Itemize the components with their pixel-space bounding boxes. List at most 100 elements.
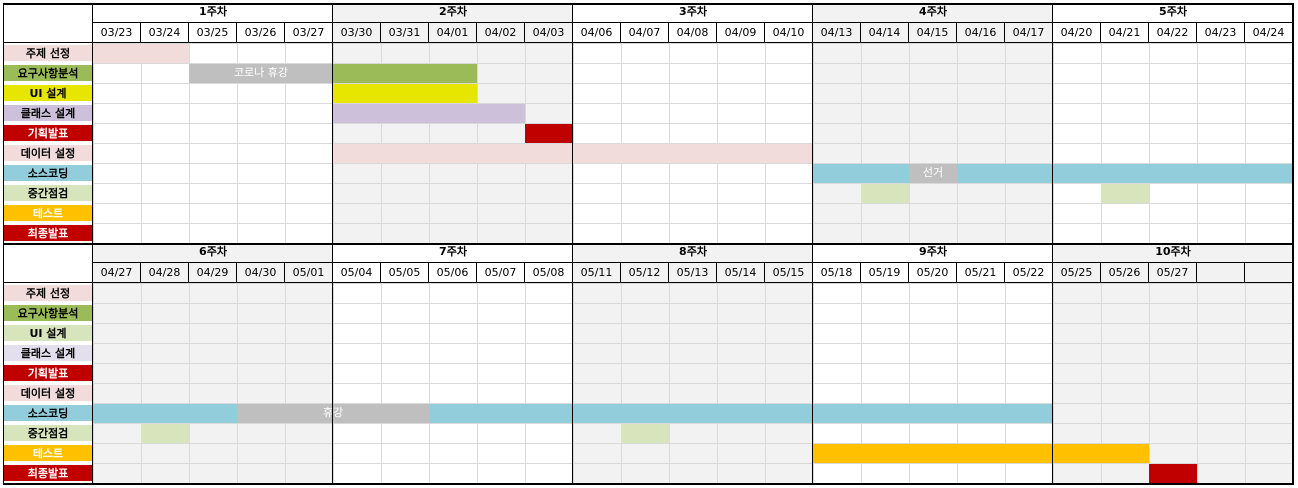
date-header: 03/26 <box>237 23 285 43</box>
date-header: 04/08 <box>669 23 717 43</box>
task-label: 기획발표 <box>3 124 93 142</box>
gantt-bar[interactable] <box>525 124 573 143</box>
date-header: 03/27 <box>285 23 333 43</box>
date-header: 05/07 <box>477 263 525 283</box>
table-border <box>93 262 1293 263</box>
task-label: 중간점검 <box>3 424 93 442</box>
date-header: 04/24 <box>1245 23 1293 43</box>
date-header: 03/24 <box>141 23 189 43</box>
gantt-bar[interactable] <box>957 164 1293 183</box>
date-header: 04/02 <box>477 23 525 43</box>
task-label: 주제 선정 <box>3 44 93 62</box>
gantt-bar[interactable] <box>93 404 237 423</box>
grid-line <box>93 363 1293 364</box>
date-header: 04/22 <box>1149 23 1197 43</box>
gantt-bar[interactable] <box>1101 184 1149 203</box>
date-header: 05/19 <box>861 263 909 283</box>
grid-line <box>93 383 1293 384</box>
gantt-bar[interactable]: 선거 <box>909 164 957 183</box>
task-label: 테스트 <box>3 444 93 462</box>
table-border <box>572 243 573 483</box>
date-header: 04/20 <box>1053 23 1101 43</box>
date-header: 05/18 <box>813 263 861 283</box>
date-header: 04/15 <box>909 23 957 43</box>
gantt-bar[interactable] <box>333 144 813 163</box>
table-border <box>92 243 93 483</box>
gantt-bar[interactable] <box>813 444 1149 463</box>
task-label: 데이터 설정 <box>3 144 93 162</box>
date-header: 05/05 <box>381 263 429 283</box>
gantt-bar[interactable] <box>333 64 477 83</box>
gantt-bar[interactable] <box>141 424 189 443</box>
date-header: 05/20 <box>909 263 957 283</box>
week-header: 3주차 <box>679 5 707 18</box>
grid-line <box>93 403 1293 404</box>
gantt-bar[interactable] <box>333 104 525 123</box>
date-header: 04/03 <box>525 23 573 43</box>
task-label: 데이터 설정 <box>3 384 93 402</box>
table-border <box>1292 243 1294 485</box>
gantt-bar[interactable] <box>861 184 909 203</box>
gantt-bar[interactable] <box>333 84 477 103</box>
table-border <box>572 3 573 243</box>
gantt-bar[interactable] <box>621 424 669 443</box>
gantt-bar[interactable] <box>813 164 909 183</box>
date-header: 05/12 <box>621 263 669 283</box>
grid-line <box>93 143 1293 144</box>
grid-line <box>93 223 1293 224</box>
table-border <box>1292 3 1294 245</box>
date-header: 03/31 <box>381 23 429 43</box>
gantt-bar[interactable]: 휴강 <box>237 404 429 423</box>
grid-line <box>93 203 1293 204</box>
table-border <box>3 483 1293 485</box>
gantt-bar[interactable] <box>429 404 1053 423</box>
date-header: 04/06 <box>573 23 621 43</box>
task-label: 주제 선정 <box>3 284 93 302</box>
date-header: 05/14 <box>717 263 765 283</box>
week-header: 6주차 <box>199 245 227 258</box>
bar-label: 휴강 <box>322 406 344 419</box>
table-border <box>812 3 813 243</box>
grid-line <box>93 343 1293 344</box>
week-header: 9주차 <box>919 245 947 258</box>
date-header: 04/27 <box>93 263 141 283</box>
date-header: 03/30 <box>333 23 381 43</box>
date-header: 04/29 <box>189 263 237 283</box>
date-header: 04/07 <box>621 23 669 43</box>
date-header <box>1197 263 1245 283</box>
table-border <box>3 243 1293 245</box>
task-label: UI 설계 <box>3 324 93 342</box>
date-header: 05/27 <box>1149 263 1197 283</box>
date-header: 04/13 <box>813 23 861 43</box>
task-label: 소스코딩 <box>3 164 93 182</box>
week-header: 7주차 <box>439 245 467 258</box>
table-border <box>332 243 333 483</box>
table-border <box>93 22 1293 23</box>
table-border <box>332 3 333 243</box>
week-header: 1주차 <box>199 5 227 18</box>
task-label: 기획발표 <box>3 364 93 382</box>
task-label: 최종발표 <box>3 224 93 242</box>
bar-label: 선거 <box>922 166 944 179</box>
date-header: 05/13 <box>669 263 717 283</box>
date-header: 04/10 <box>765 23 813 43</box>
grid-line <box>93 443 1293 444</box>
grid-line <box>93 323 1293 324</box>
date-header: 04/28 <box>141 263 189 283</box>
date-header: 05/25 <box>1053 263 1101 283</box>
date-header: 05/01 <box>285 263 333 283</box>
week-header: 2주차 <box>439 5 467 18</box>
gantt-bar[interactable] <box>1149 464 1197 483</box>
date-header: 04/21 <box>1101 23 1149 43</box>
gantt-bar[interactable] <box>93 44 189 63</box>
table-border <box>1052 243 1053 483</box>
week-header: 8주차 <box>679 245 707 258</box>
grid-line <box>93 303 1293 304</box>
gantt-bar[interactable]: 코로나 휴강 <box>189 64 333 83</box>
grid-line <box>93 283 1293 284</box>
task-label: 클래스 설계 <box>3 344 93 362</box>
date-header: 05/08 <box>525 263 573 283</box>
date-header: 05/06 <box>429 263 477 283</box>
bar-label: 코로나 휴강 <box>233 66 289 79</box>
